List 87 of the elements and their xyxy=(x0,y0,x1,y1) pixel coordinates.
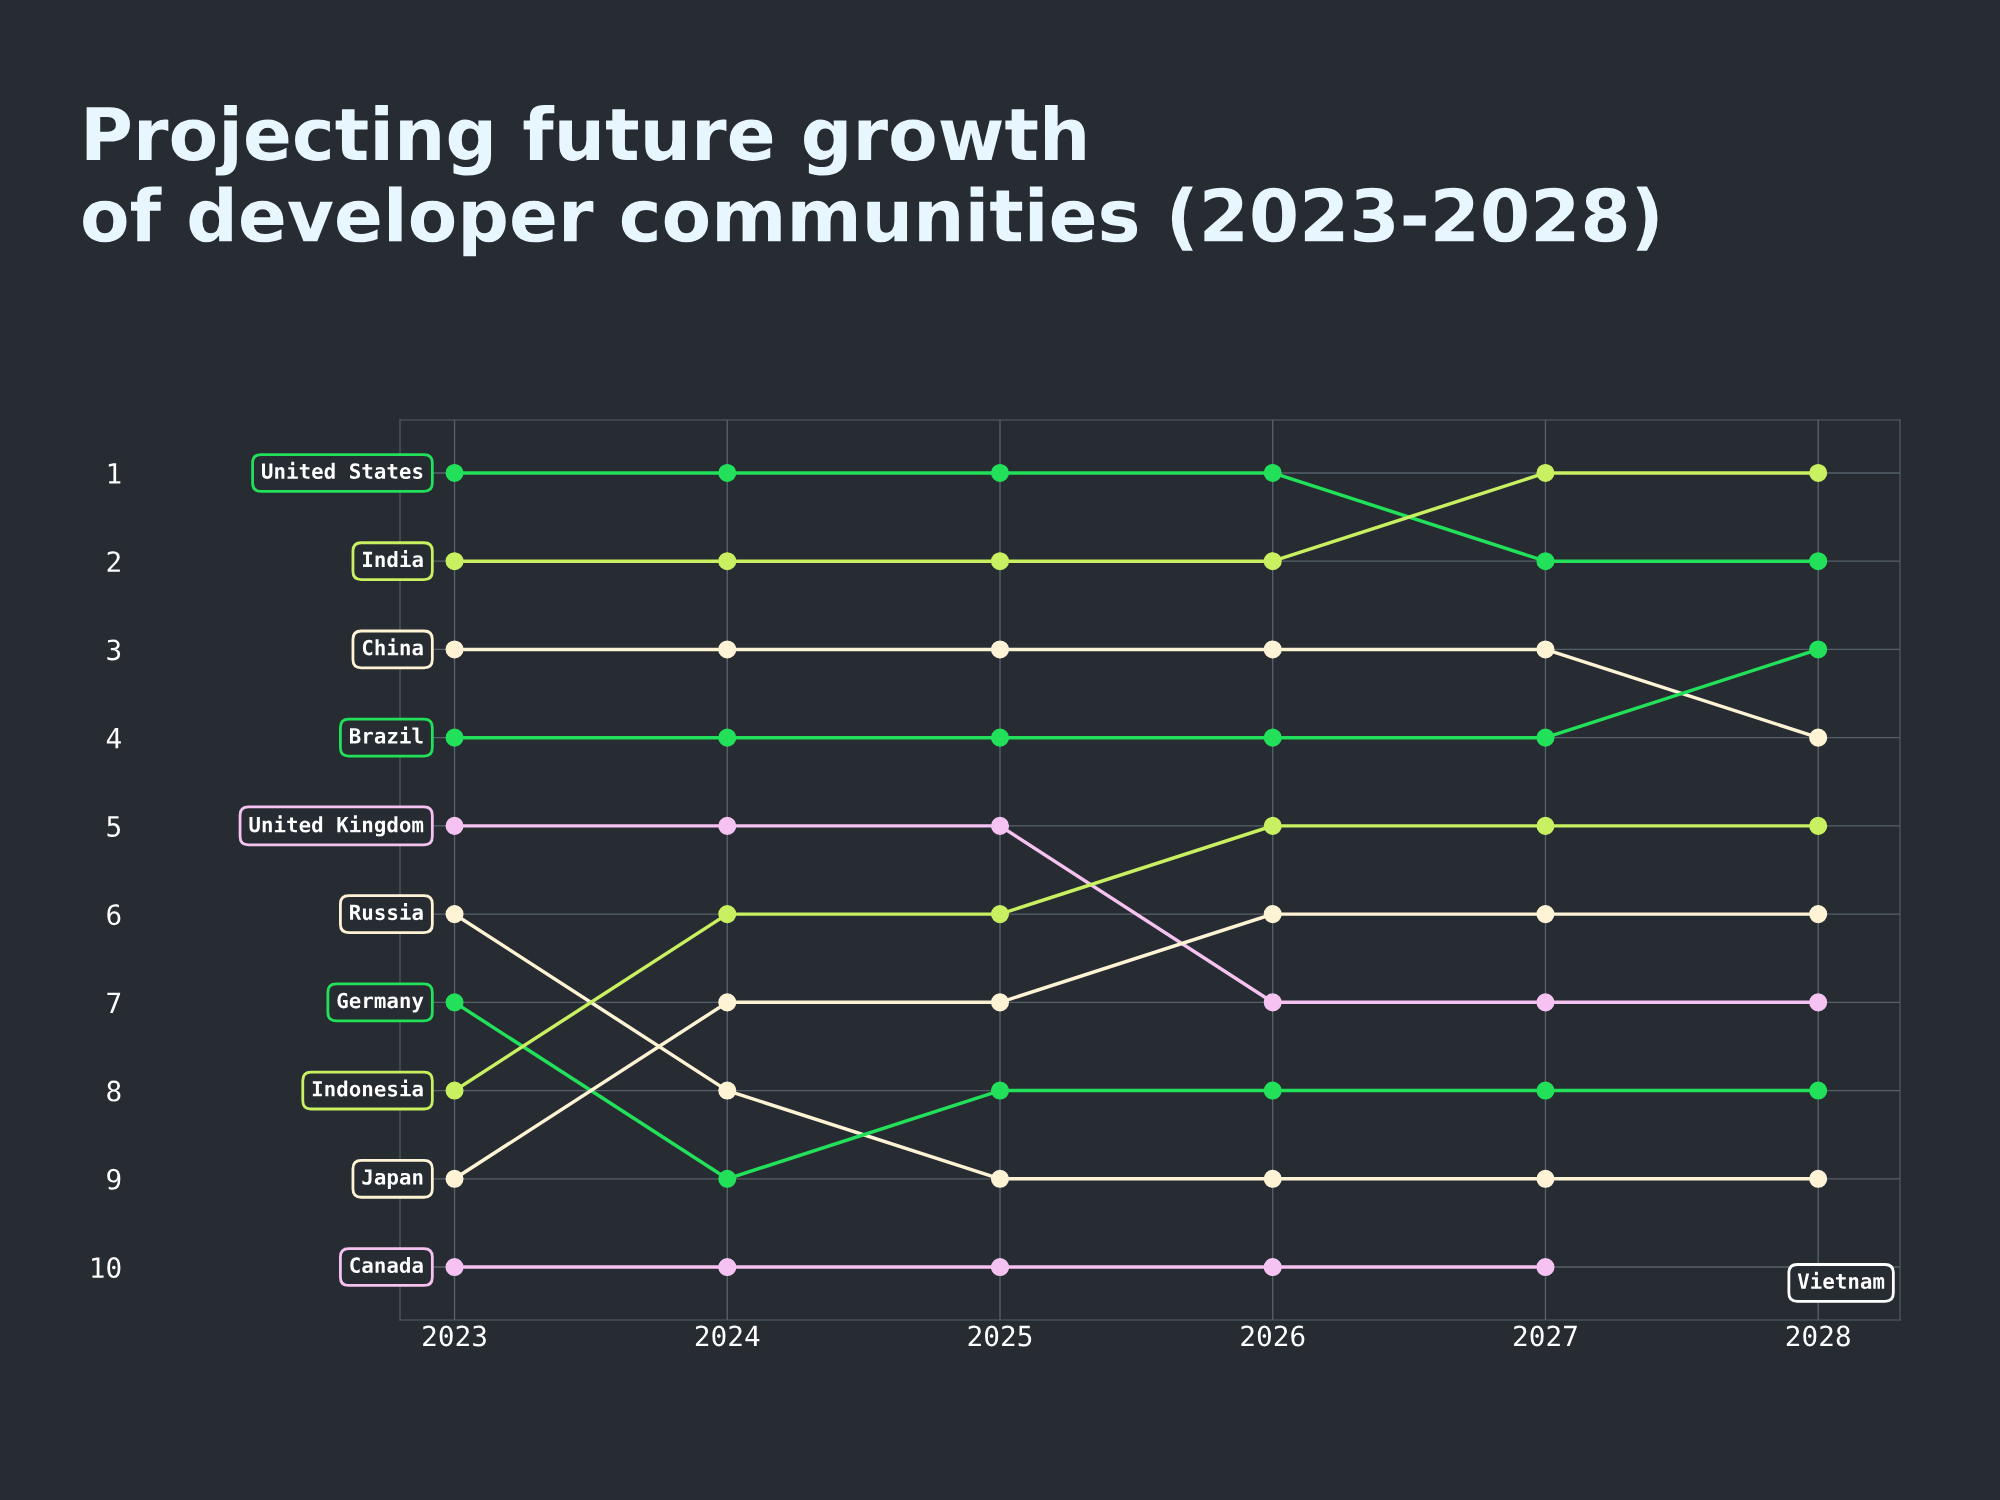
point xyxy=(718,552,737,571)
point xyxy=(990,993,1010,1012)
point xyxy=(990,1081,1010,1100)
point xyxy=(1263,728,1282,747)
x-tick-label: 2025 xyxy=(968,1325,1032,1347)
y-tick-label: 2 xyxy=(107,551,120,572)
point xyxy=(1263,1169,1282,1188)
point xyxy=(718,1258,737,1277)
point xyxy=(718,993,737,1012)
point xyxy=(990,640,1010,659)
series-label: Japan xyxy=(362,1169,423,1189)
point xyxy=(1536,552,1555,571)
point xyxy=(1809,1081,1828,1100)
point xyxy=(718,816,737,835)
point xyxy=(990,905,1010,924)
point xyxy=(990,728,1010,747)
x-tick-label: 2023 xyxy=(423,1325,486,1347)
series-label: Russia xyxy=(350,902,423,921)
point xyxy=(718,640,737,659)
y-tick-label: 8 xyxy=(107,1080,121,1102)
point xyxy=(990,816,1010,835)
point xyxy=(445,552,464,571)
series-label: United Kingdom xyxy=(249,815,424,837)
point xyxy=(1536,993,1555,1012)
point xyxy=(1263,640,1282,659)
y-tick-label: 10 xyxy=(92,1257,121,1279)
series-label: Brazil xyxy=(350,726,423,744)
y-tick-label: 6 xyxy=(107,904,121,926)
point xyxy=(1809,1169,1828,1188)
point xyxy=(445,816,464,835)
series-label: India xyxy=(363,549,423,568)
point xyxy=(1263,905,1282,924)
point xyxy=(1263,552,1282,571)
series-label: China xyxy=(362,638,423,656)
point xyxy=(445,728,464,747)
y-tick-label: 3 xyxy=(107,639,121,661)
point xyxy=(1809,552,1828,571)
y-tick-label: 5 xyxy=(107,816,120,837)
point xyxy=(1536,728,1555,747)
x-tick-label: 2027 xyxy=(1514,1325,1577,1347)
point xyxy=(718,1169,737,1188)
series-label: Canada xyxy=(350,1256,423,1274)
x-tick-label: 2024 xyxy=(695,1325,760,1347)
y-tick-label: 4 xyxy=(106,728,121,749)
point xyxy=(445,905,464,924)
series-label: Indonesia xyxy=(312,1079,423,1097)
annotation: Vietnam xyxy=(1797,1271,1885,1289)
point xyxy=(1809,728,1828,747)
point xyxy=(1536,816,1555,835)
y-tick-label: 1 xyxy=(108,463,121,484)
point xyxy=(1536,1169,1555,1188)
x-tick-label: 2028 xyxy=(1786,1325,1850,1347)
point xyxy=(1809,993,1828,1012)
point xyxy=(1536,1258,1555,1277)
y-tick-label: 7 xyxy=(107,992,121,1013)
point xyxy=(1263,1081,1282,1100)
point xyxy=(1809,640,1828,659)
point xyxy=(1263,816,1282,835)
point xyxy=(718,463,737,482)
point xyxy=(1536,463,1555,482)
point xyxy=(718,1081,737,1100)
point xyxy=(445,463,464,482)
series-label: Germany xyxy=(337,992,424,1013)
series-label: United States xyxy=(262,461,423,479)
point xyxy=(1536,1081,1555,1100)
point xyxy=(990,552,1010,571)
point xyxy=(1263,463,1282,482)
point xyxy=(1536,905,1555,924)
point xyxy=(1809,463,1828,482)
point xyxy=(718,905,737,924)
point xyxy=(1809,816,1828,835)
point xyxy=(445,993,464,1012)
point xyxy=(445,1169,464,1188)
x-tick-label: 2026 xyxy=(1241,1325,1305,1347)
point xyxy=(990,463,1010,482)
point xyxy=(445,1258,464,1277)
point xyxy=(718,728,737,747)
point xyxy=(990,1169,1010,1188)
point xyxy=(445,1081,464,1100)
y-tick-label: 9 xyxy=(107,1168,121,1190)
point xyxy=(445,640,464,659)
point xyxy=(1263,993,1282,1012)
chart-title: Projecting future growth of developer communities (2023-2028) xyxy=(83,105,1658,257)
point xyxy=(1809,905,1828,924)
point xyxy=(1263,1258,1282,1277)
point xyxy=(1536,640,1555,659)
point xyxy=(990,1258,1010,1277)
